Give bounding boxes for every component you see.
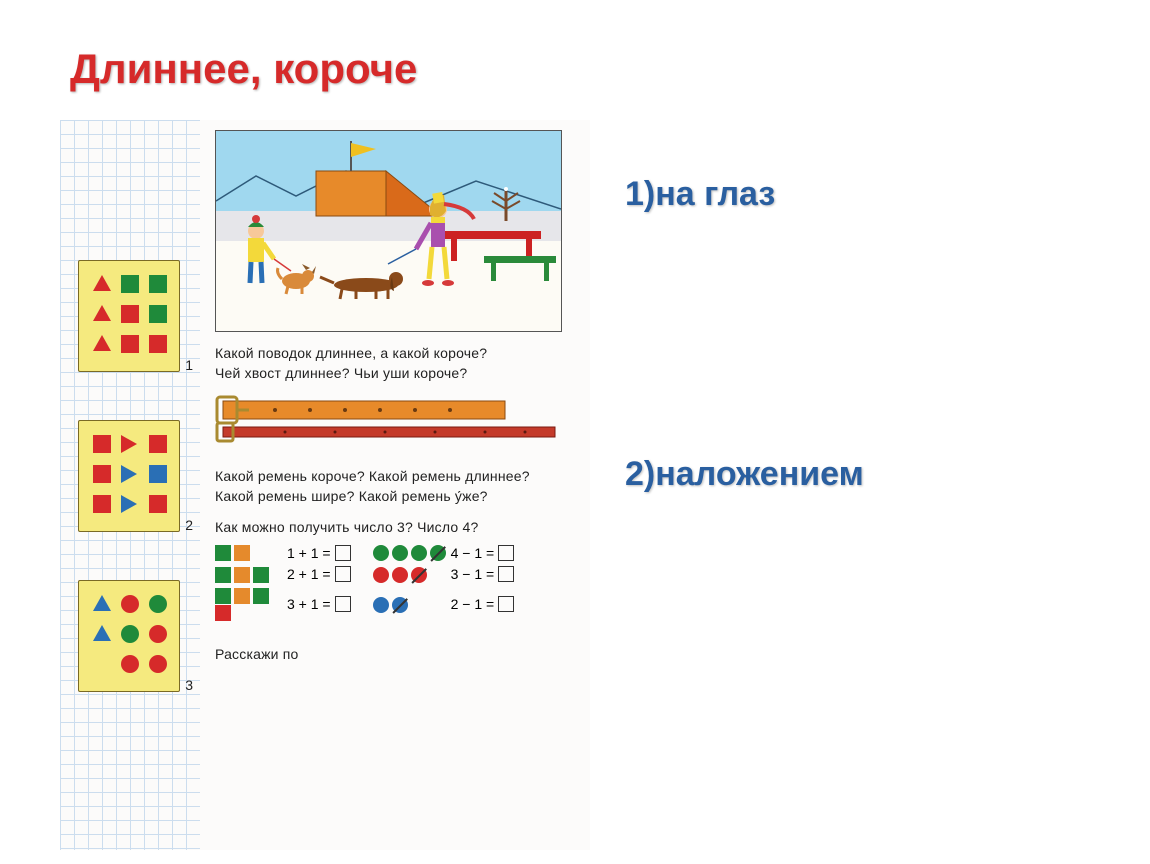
shape — [121, 465, 137, 483]
q2-line2: Какой ремень шире? Какой ремень у́же? — [215, 488, 488, 504]
shape — [149, 465, 167, 483]
mini-square — [253, 567, 269, 583]
question-1: Какой поводок длиннее, а какой короче? Ч… — [215, 344, 585, 383]
q1-line1: Какой поводок длиннее, а какой короче? — [215, 345, 487, 361]
margin-card-1: 1 — [78, 260, 180, 372]
question-2: Какой ремень короче? Какой ремень длинне… — [215, 467, 585, 506]
equation-row: 1 + 1 = 4 − 1 = — [215, 544, 585, 561]
shape — [149, 305, 167, 323]
mini-circle — [392, 567, 408, 583]
textbook-page: 1 2 3 — [60, 120, 590, 850]
mini-square — [234, 588, 250, 604]
answer-box[interactable] — [498, 566, 514, 582]
shape — [149, 495, 167, 513]
shape — [149, 275, 167, 293]
mini-circle — [392, 597, 408, 613]
annotation-1: 1)на глаз — [625, 175, 775, 214]
equations-block: 1 + 1 = 4 − 1 = 2 + 1 = 3 − 1 = 3 + 1 = 2 − 1… — [215, 544, 585, 621]
shape — [121, 595, 139, 613]
expr-text: 1 + 1 = — [287, 545, 331, 561]
shape — [121, 435, 137, 453]
mini-square — [215, 545, 231, 561]
q1-line2: Чей хвост длиннее? Чьи уши короче? — [215, 365, 467, 381]
shape — [93, 335, 111, 351]
mini-circle — [373, 597, 389, 613]
card-index: 3 — [185, 677, 193, 693]
expr-text: 2 + 1 = — [287, 566, 331, 582]
mini-square — [215, 567, 231, 583]
belts-illustration — [215, 395, 560, 450]
shape — [121, 275, 139, 293]
mini-circle — [411, 567, 427, 583]
shape — [149, 655, 167, 673]
shape — [93, 625, 111, 641]
margin-card-3: 3 — [78, 580, 180, 692]
shape — [93, 435, 111, 453]
mini-square — [234, 545, 250, 561]
shape — [149, 625, 167, 643]
mini-circle — [373, 545, 389, 561]
mini-square — [234, 567, 250, 583]
shape — [149, 435, 167, 453]
shape — [149, 335, 167, 353]
mini-circle — [392, 545, 408, 561]
q2-line1: Какой ремень короче? Какой ремень длинне… — [215, 468, 530, 484]
shape — [93, 595, 111, 611]
shape — [121, 335, 139, 353]
shape — [93, 465, 111, 483]
mini-circle — [373, 567, 389, 583]
expr-text: 3 − 1 = — [451, 566, 495, 582]
card-index: 1 — [185, 357, 193, 373]
last-line: Расскажи по — [215, 645, 585, 665]
equation-row: 2 + 1 = 3 − 1 = — [215, 565, 585, 582]
shape — [93, 275, 111, 291]
mini-circle — [430, 545, 446, 561]
mini-circle — [411, 545, 427, 561]
shape — [121, 495, 137, 513]
shape — [121, 305, 139, 323]
annotation-2: 2)наложением — [625, 455, 864, 494]
question-3: Как можно получить число 3? Число 4? — [215, 518, 585, 538]
content-column: Какой поводок длиннее, а какой короче? Ч… — [215, 120, 585, 677]
shape — [149, 595, 167, 613]
mini-square — [215, 605, 231, 621]
mini-square — [253, 588, 269, 604]
equation-row: 3 + 1 = 2 − 1 = — [215, 587, 585, 622]
shape — [121, 655, 139, 673]
answer-box[interactable] — [335, 596, 351, 612]
expr-text: 3 + 1 = — [287, 596, 331, 612]
shape — [93, 305, 111, 321]
answer-box[interactable] — [498, 545, 514, 561]
mini-square — [215, 588, 231, 604]
shape — [121, 625, 139, 643]
answer-box[interactable] — [335, 566, 351, 582]
shape — [93, 495, 111, 513]
expr-text: 2 − 1 = — [451, 596, 495, 612]
margin-card-2: 2 — [78, 420, 180, 532]
answer-box[interactable] — [335, 545, 351, 561]
page-title: Длиннее, короче — [70, 45, 417, 93]
expr-text: 4 − 1 = — [451, 545, 495, 561]
scene-illustration — [215, 130, 562, 332]
answer-box[interactable] — [498, 596, 514, 612]
card-index: 2 — [185, 517, 193, 533]
